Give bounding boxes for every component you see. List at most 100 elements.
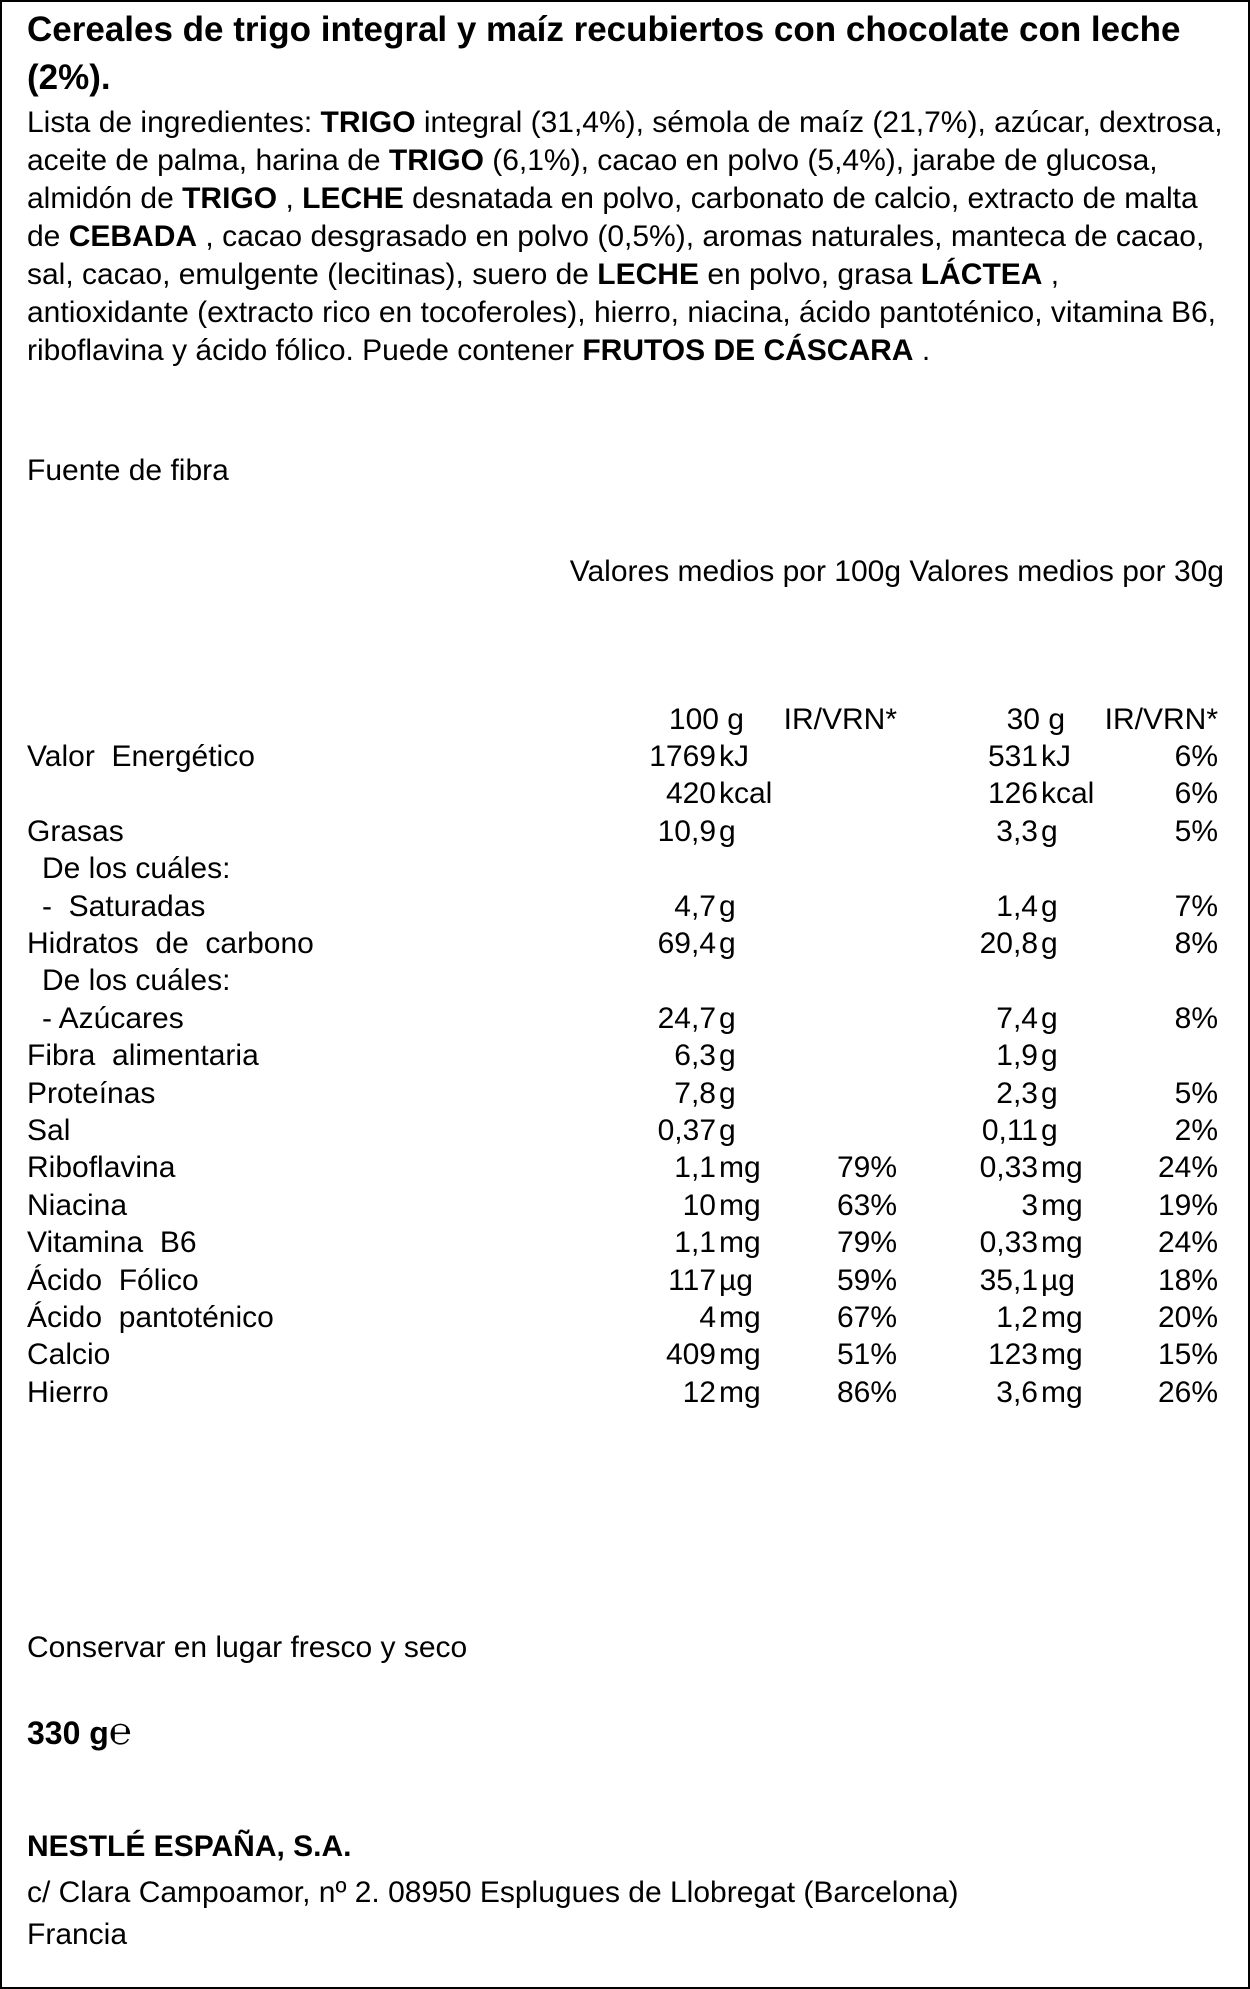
nutrient-cell: 5%: [1174, 1076, 1218, 1110]
ingredient-text: en polvo, grasa: [698, 258, 921, 291]
ingredient-text: .: [913, 334, 931, 367]
company-country: Francia: [27, 1918, 128, 1951]
nutrient-cell: 3,6: [996, 1375, 1038, 1409]
ingredient-text: (6,1%), cacao en polvo (5,4%), jarabe de…: [27, 144, 1158, 215]
nutrient-cell: 7,8: [674, 1076, 716, 1110]
nutrient-cell: g: [719, 927, 736, 960]
nutrient-cell: g: [719, 814, 736, 848]
ingredient-text: LECHE: [302, 182, 404, 215]
table-header: Valores medios por 100g Valores medios p…: [570, 553, 1224, 591]
nutrient-cell: mg: [719, 1301, 761, 1334]
nutrient-cell: 1,2: [996, 1301, 1038, 1334]
ingredient-text: LECHE: [597, 258, 699, 291]
nutrient-cell: mg: [719, 1338, 761, 1372]
nutrient-name: De los cuáles:: [42, 852, 231, 886]
ingredient-text: integral (31,4%), sémola de maíz (21,7%)…: [27, 106, 1223, 177]
ingredient-text: , cacao desgrasado en polvo (0,5%), arom…: [27, 220, 1205, 291]
column-header: IR/VRN*: [783, 703, 897, 736]
nutrient-cell: 4,7: [674, 889, 716, 923]
claim: Fuente de fibra: [27, 454, 229, 487]
nutrient-cell: 59%: [836, 1263, 897, 1297]
nutrient-cell: 409: [665, 1338, 716, 1372]
nutrient-cell: 0,33: [979, 1226, 1038, 1260]
nutrient-name: Calcio: [27, 1338, 111, 1372]
nutrient-cell: mg: [719, 1151, 761, 1185]
nutrient-cell: g: [1041, 1114, 1058, 1147]
nutrient-name: Valor Energético: [27, 740, 255, 773]
nutrient-cell: 531: [987, 740, 1038, 773]
ingredient-text: , antioxidante (extracto rico en tocofer…: [27, 258, 1216, 367]
nutrient-cell: 0,37: [657, 1114, 716, 1147]
nutrient-cell: 86%: [836, 1375, 897, 1409]
nutrient-cell: 4: [699, 1301, 716, 1334]
nutrient-cell: µg: [719, 1263, 753, 1297]
nutrient-cell: mg: [719, 1375, 761, 1409]
nutrient-cell: g: [1041, 1001, 1058, 1035]
nutrient-cell: 19%: [1157, 1188, 1218, 1222]
nutrient-name: - Saturadas: [42, 889, 206, 923]
nutrient-cell: g: [719, 1076, 736, 1110]
ingredient-text: ,: [277, 182, 303, 215]
nutrient-cell: kJ: [719, 740, 749, 773]
nutrient-cell: g: [719, 1114, 736, 1147]
nutrient-cell: g: [1041, 889, 1058, 923]
nutrient-cell: mg: [1041, 1226, 1083, 1260]
nutrient-name: Niacina: [27, 1188, 128, 1222]
nutrient-cell: 51%: [836, 1338, 897, 1372]
nutrient-cell: 2,3: [996, 1076, 1038, 1110]
nutrient-cell: g: [719, 1039, 736, 1073]
nutrient-cell: 2%: [1174, 1114, 1218, 1147]
ingredient-text: TRIGO: [182, 182, 278, 215]
nutrient-cell: g: [719, 1001, 736, 1035]
nutrient-name: Fibra alimentaria: [27, 1039, 259, 1073]
nutrient-cell: mg: [1041, 1301, 1083, 1334]
weight: 330 g: [27, 1715, 109, 1751]
company-address: c/ Clara Campoamor, nº 2. 08950 Esplugue…: [27, 1876, 959, 1909]
nutrient-cell: 126: [987, 777, 1038, 811]
nutrient-cell: 10,9: [657, 814, 716, 848]
net-weight: 330 g℮: [27, 1713, 132, 1752]
ingredient-text: TRIGO: [320, 106, 416, 139]
nutrient-cell: 1,1: [674, 1226, 716, 1260]
nutrient-name: - Azúcares: [42, 1001, 184, 1035]
nutrient-cell: mg: [719, 1226, 761, 1260]
nutrient-cell: 6%: [1174, 740, 1218, 773]
nutrient-cell: 26%: [1157, 1375, 1218, 1409]
nutrient-name: Vitamina B6: [27, 1226, 197, 1260]
ingredient-text: TRIGO: [388, 144, 484, 177]
nutrient-cell: kcal: [1041, 777, 1095, 811]
nutrient-cell: 3,3: [996, 814, 1038, 848]
nutrient-cell: g: [1041, 814, 1058, 848]
ingredient-text: LÁCTEA: [920, 258, 1043, 291]
nutrient-cell: mg: [719, 1188, 761, 1222]
product-title: Cereales de trigo integral y maíz recubi…: [27, 10, 1181, 97]
company-name: NESTLÉ ESPAÑA, S.A.: [27, 1830, 352, 1863]
nutrient-cell: mg: [1041, 1151, 1083, 1185]
ingredient-text: Lista de ingredientes:: [27, 106, 321, 139]
nutrient-cell: 24,7: [657, 1001, 716, 1035]
nutrient-name: Hidratos de carbono: [27, 927, 314, 960]
nutrient-name: Ácido Fólico: [27, 1263, 199, 1297]
nutrient-cell: 420: [665, 777, 716, 811]
nutrient-cell: 1769: [649, 740, 716, 773]
nutrient-cell: 15%: [1157, 1338, 1218, 1372]
nutrient-cell: kcal: [719, 777, 773, 811]
ingredient-text: FRUTOS DE CÁSCARA: [582, 334, 914, 367]
nutrient-cell: 6,3: [674, 1039, 716, 1073]
ingredient-text: CEBADA: [68, 220, 198, 253]
nutrient-cell: µg: [1041, 1263, 1075, 1297]
e-mark: ℮: [108, 1711, 132, 1753]
nutrient-cell: 18%: [1157, 1263, 1218, 1297]
ingredient-text: desnatada en polvo, carbonato de calcio,…: [27, 182, 1198, 253]
ingredients: Lista de ingredientes: TRIGO integral (3…: [27, 104, 1227, 370]
nutrient-cell: 123: [987, 1338, 1038, 1372]
nutrient-name: Sal: [27, 1114, 71, 1147]
nutrient-name: Riboflavina: [27, 1151, 176, 1185]
nutrient-cell: mg: [1041, 1338, 1083, 1372]
nutrient-name: Grasas: [27, 814, 124, 848]
nutrient-name: De los cuáles:: [42, 964, 231, 998]
nutrient-cell: 1,1: [674, 1151, 716, 1185]
column-header: 30 g: [1006, 703, 1065, 736]
nutrient-cell: 7%: [1174, 889, 1218, 923]
